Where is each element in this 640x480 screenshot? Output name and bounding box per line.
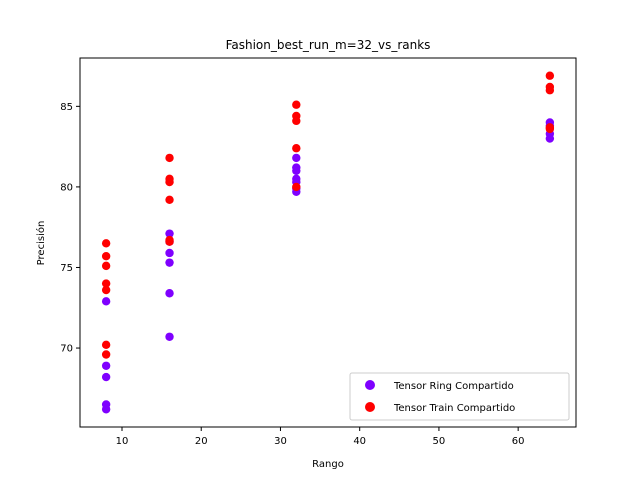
tensor-ring-point: [101, 297, 111, 306]
tensor-train-point: [165, 237, 174, 246]
legend: Tensor Ring Compartido Tensor Train Comp…: [349, 372, 570, 421]
tensor-train-point: [101, 261, 111, 271]
y-axis-label: Precisión: [35, 221, 47, 266]
x-tick-label: 40: [353, 436, 366, 447]
legend-label-ring: Tensor Ring Compartido: [393, 381, 514, 392]
x-tick-label: 50: [433, 436, 446, 447]
tensor-train-point: [545, 86, 555, 95]
legend-marker-train: [365, 402, 375, 412]
data-points: [101, 71, 555, 414]
tensor-train-point: [165, 177, 174, 187]
y-tick-label: 75: [60, 263, 73, 274]
legend-marker-ring: [365, 380, 375, 390]
y-tick-label: 80: [60, 182, 73, 193]
tensor-train-point: [165, 153, 174, 163]
tensor-ring-point: [165, 248, 174, 258]
tensor-train-point: [292, 116, 301, 126]
tensor-ring-point: [292, 153, 301, 163]
x-tick-label: 60: [512, 436, 525, 447]
tensor-train-point: [165, 195, 174, 204]
legend-label-train: Tensor Train Compartido: [393, 403, 515, 414]
tensor-train-point: [101, 251, 111, 261]
tensor-ring-point: [101, 361, 111, 370]
tensor-train-point: [101, 239, 111, 248]
x-tick-label: 30: [274, 436, 287, 447]
tensor-train-point: [545, 71, 555, 80]
tensor-train-point: [292, 100, 301, 109]
chart-title: Fashion_best_run_m=32_vs_ranks: [226, 38, 431, 52]
tensor-ring-point: [292, 166, 301, 175]
tensor-train-point: [101, 279, 111, 288]
x-axis-label: Rango: [312, 459, 344, 470]
tensor-ring-point: [165, 229, 174, 238]
y-tick-label: 85: [60, 102, 73, 113]
y-axis-ticks: 70 75 80 85: [60, 102, 80, 355]
x-tick-label: 10: [116, 436, 129, 447]
x-tick-label: 20: [195, 436, 208, 447]
tensor-ring-point: [165, 289, 174, 298]
tensor-ring-point: [545, 134, 555, 143]
legend-box: [349, 372, 570, 421]
tensor-train-point: [101, 350, 111, 359]
tensor-ring-point: [101, 405, 111, 414]
tensor-train-point: [292, 182, 301, 192]
x-axis-ticks: 10 20 30 40 50 60: [116, 427, 525, 447]
y-tick-label: 70: [60, 344, 73, 355]
tensor-train-point: [292, 144, 301, 153]
tensor-ring-point: [165, 258, 174, 267]
tensor-ring-point: [165, 332, 174, 341]
tensor-train-point: [101, 285, 111, 295]
tensor-train-point: [545, 124, 555, 134]
plot-frame: [79, 57, 577, 428]
tensor-ring-point: [101, 372, 111, 382]
tensor-train-point: [101, 340, 111, 350]
